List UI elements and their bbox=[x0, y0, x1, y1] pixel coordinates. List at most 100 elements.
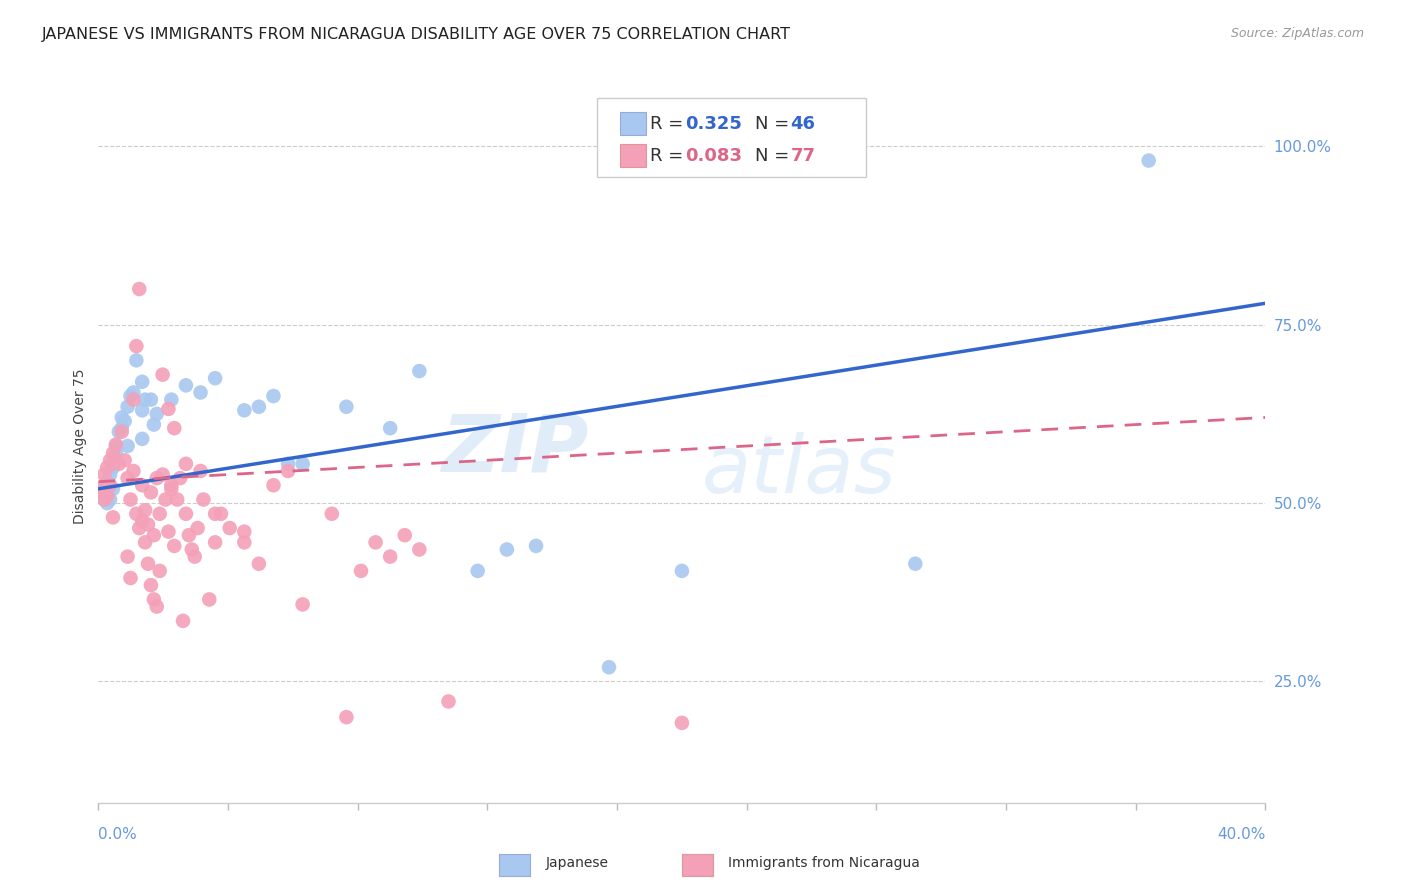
Point bbox=[160, 392, 183, 407]
Point bbox=[262, 478, 284, 492]
Point bbox=[114, 414, 136, 428]
Point bbox=[233, 524, 256, 539]
Text: N =: N = bbox=[755, 115, 796, 133]
Point bbox=[134, 392, 156, 407]
Point bbox=[90, 482, 112, 496]
Point bbox=[131, 403, 153, 417]
Point bbox=[131, 514, 153, 528]
Text: ZIP: ZIP bbox=[441, 410, 589, 489]
Point bbox=[108, 425, 131, 439]
Point bbox=[218, 521, 240, 535]
Point bbox=[163, 421, 186, 435]
Point bbox=[408, 364, 430, 378]
Point bbox=[204, 535, 226, 549]
Point bbox=[96, 496, 118, 510]
Point bbox=[128, 282, 150, 296]
Point bbox=[177, 528, 200, 542]
Point bbox=[233, 403, 256, 417]
Point bbox=[174, 378, 197, 392]
Point bbox=[262, 389, 284, 403]
Point bbox=[408, 542, 430, 557]
Point bbox=[125, 507, 148, 521]
Text: Source: ZipAtlas.com: Source: ZipAtlas.com bbox=[1230, 27, 1364, 40]
Point bbox=[136, 517, 159, 532]
Point bbox=[114, 453, 136, 467]
Point bbox=[172, 614, 194, 628]
Point bbox=[111, 425, 134, 439]
Point bbox=[104, 446, 127, 460]
Point bbox=[101, 446, 124, 460]
Point bbox=[209, 507, 232, 521]
Point bbox=[378, 549, 402, 564]
Point bbox=[524, 539, 547, 553]
Point bbox=[247, 557, 270, 571]
Y-axis label: Disability Age Over 75: Disability Age Over 75 bbox=[73, 368, 87, 524]
Point bbox=[142, 528, 165, 542]
Point bbox=[101, 482, 124, 496]
Point bbox=[671, 564, 693, 578]
Point bbox=[117, 400, 139, 414]
Point bbox=[291, 598, 314, 612]
Text: Japanese: Japanese bbox=[546, 856, 609, 871]
Point bbox=[437, 694, 460, 708]
Point bbox=[142, 592, 165, 607]
Text: R =: R = bbox=[651, 115, 689, 133]
Point bbox=[321, 507, 343, 521]
Text: Immigrants from Nicaragua: Immigrants from Nicaragua bbox=[728, 856, 920, 871]
Point bbox=[111, 410, 134, 425]
Point bbox=[96, 489, 118, 503]
Point bbox=[146, 471, 169, 485]
FancyBboxPatch shape bbox=[596, 98, 866, 177]
Point bbox=[394, 528, 416, 542]
Point bbox=[101, 510, 124, 524]
Point bbox=[160, 478, 183, 492]
Point bbox=[136, 557, 159, 571]
Point bbox=[122, 392, 145, 407]
Text: 0.325: 0.325 bbox=[685, 115, 742, 133]
Point bbox=[155, 492, 177, 507]
Point bbox=[111, 421, 134, 435]
Point bbox=[190, 385, 212, 400]
Point bbox=[187, 521, 209, 535]
Point bbox=[93, 467, 115, 482]
Point bbox=[291, 457, 314, 471]
Point bbox=[233, 535, 256, 549]
Point bbox=[335, 710, 357, 724]
Point bbox=[204, 507, 226, 521]
Point bbox=[671, 715, 693, 730]
Point bbox=[152, 467, 174, 482]
Text: atlas: atlas bbox=[702, 432, 896, 510]
Point bbox=[180, 542, 202, 557]
Point bbox=[152, 368, 174, 382]
Text: 40.0%: 40.0% bbox=[1218, 827, 1265, 841]
Point bbox=[98, 478, 121, 492]
Point bbox=[139, 392, 162, 407]
Point bbox=[96, 460, 118, 475]
Point bbox=[904, 557, 927, 571]
Point bbox=[204, 371, 226, 385]
Text: JAPANESE VS IMMIGRANTS FROM NICARAGUA DISABILITY AGE OVER 75 CORRELATION CHART: JAPANESE VS IMMIGRANTS FROM NICARAGUA DI… bbox=[42, 27, 792, 42]
Point bbox=[350, 564, 373, 578]
Point bbox=[117, 471, 139, 485]
Point bbox=[93, 492, 115, 507]
Point bbox=[125, 339, 148, 353]
Point bbox=[378, 421, 402, 435]
Point bbox=[364, 535, 387, 549]
Point bbox=[174, 457, 197, 471]
Point bbox=[98, 453, 121, 467]
Point bbox=[160, 482, 183, 496]
Text: 46: 46 bbox=[790, 115, 815, 133]
Text: N =: N = bbox=[755, 147, 796, 165]
Point bbox=[131, 478, 153, 492]
Point bbox=[166, 492, 188, 507]
Point bbox=[139, 485, 162, 500]
FancyBboxPatch shape bbox=[620, 112, 645, 136]
Point bbox=[277, 457, 299, 471]
Point bbox=[183, 549, 205, 564]
Point bbox=[98, 492, 121, 507]
Point bbox=[128, 521, 150, 535]
Point bbox=[495, 542, 517, 557]
Point bbox=[247, 400, 270, 414]
Point bbox=[146, 599, 169, 614]
Point bbox=[131, 432, 153, 446]
